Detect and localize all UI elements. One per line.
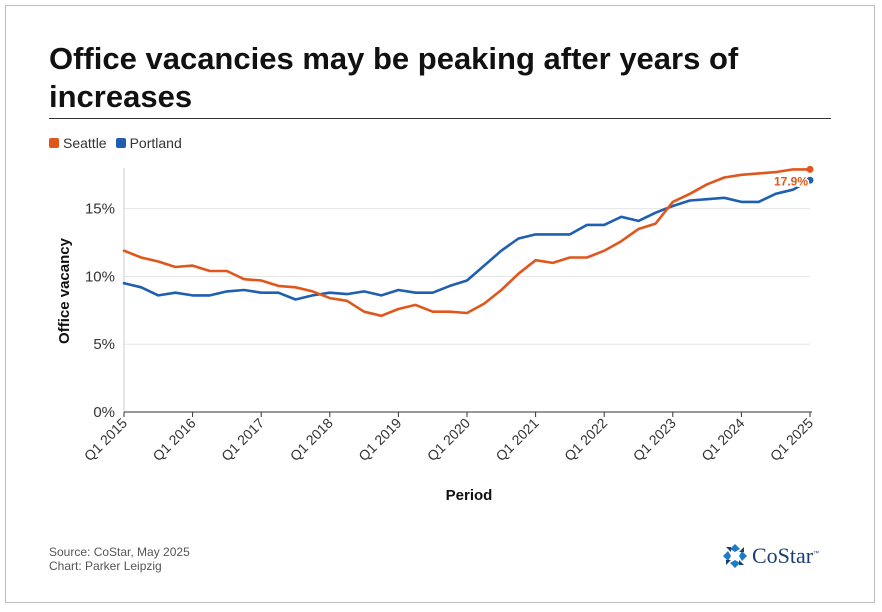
legend-swatch-seattle — [49, 138, 59, 148]
x-tick-label: Q1 2025 — [767, 415, 816, 464]
legend-label-seattle: Seattle — [63, 135, 107, 151]
x-tick-label: Q1 2023 — [630, 415, 679, 464]
costar-logo-tm: ™ — [813, 551, 820, 557]
x-tick-label: Q1 2020 — [424, 415, 473, 464]
label-layer: 17.9% — [772, 173, 809, 190]
y-tick-label: 15% — [85, 201, 115, 218]
series-line-seattle — [122, 168, 812, 318]
x-tick-label: Q1 2024 — [698, 415, 747, 464]
series-layer — [122, 165, 814, 318]
x-tick-label: Q1 2016 — [149, 415, 198, 464]
data-label-seattle-end: 17.9% — [774, 174, 808, 188]
y-axis-title: Office vacancy — [56, 237, 73, 344]
legend-item-portland[interactable]: Portland — [115, 135, 182, 151]
y-tick-label: 0% — [93, 404, 115, 421]
y-tick-label: 10% — [85, 268, 115, 285]
series-end-point-seattle — [806, 165, 814, 173]
y-tick-label: 5% — [93, 336, 115, 353]
chart-credit: Chart: Parker Leipzig — [49, 559, 162, 573]
source-note: Source: CoStar, May 2025 — [49, 545, 190, 559]
series-end-point-portland — [806, 176, 814, 184]
x-tick-label: Q1 2017 — [218, 415, 267, 464]
costar-logo: CoStar ™ — [722, 543, 819, 569]
costar-logo-icon — [723, 544, 747, 568]
chart-title: Office vacancies may be peaking after ye… — [49, 41, 739, 114]
axis-layer: 0% 5% 10% 15% Q1 2015 Q1 2016 Q1 2017 Q1 2018 Q1… — [56, 168, 816, 504]
chart-frame — [5, 5, 875, 603]
title-rule — [49, 118, 831, 119]
chart-footer: Source: CoStar, May 2025 Chart: Parker L… — [49, 545, 190, 573]
x-axis-title: Period — [446, 487, 493, 504]
legend: Seattle Portland — [49, 134, 191, 152]
grid-layer — [124, 208, 810, 345]
x-tick-label: Q1 2019 — [355, 415, 404, 464]
legend-label-portland: Portland — [129, 135, 182, 151]
x-tick-label: Q1 2021 — [492, 415, 541, 464]
legend-item-seattle[interactable]: Seattle — [49, 135, 107, 151]
legend-swatch-portland — [115, 138, 126, 148]
series-line-portland — [122, 178, 812, 301]
x-tick-label: Q1 2022 — [561, 415, 610, 464]
x-tick-label: Q1 2015 — [81, 415, 130, 464]
x-tick-label: Q1 2018 — [287, 415, 336, 464]
costar-logo-text: CoStar — [752, 543, 814, 568]
